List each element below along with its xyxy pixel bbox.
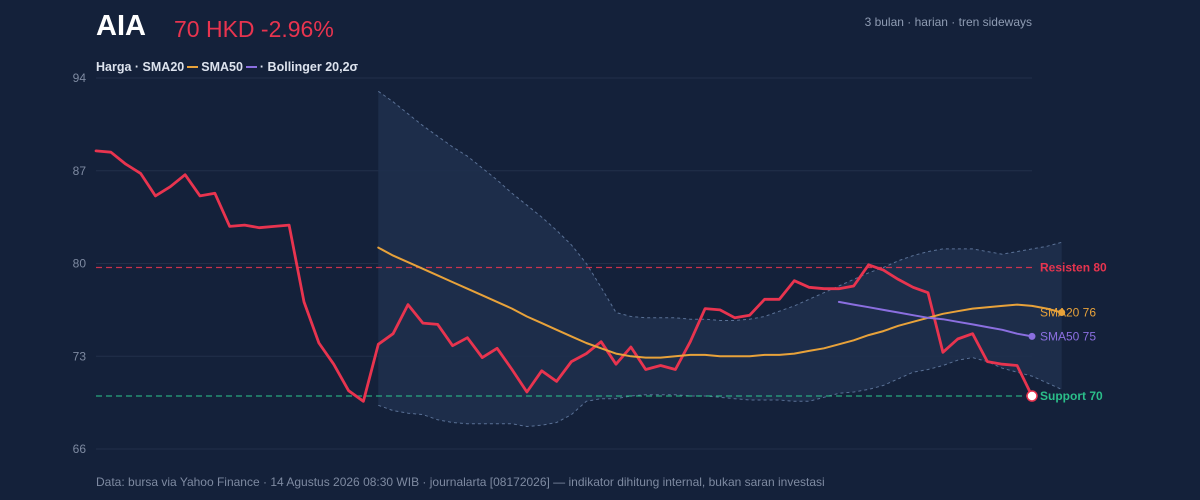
sma50-end-label: SMA50 75 xyxy=(1040,329,1096,343)
sma20-end-label: SMA20 76 xyxy=(1040,306,1096,320)
y-tick-label: 73 xyxy=(73,349,87,363)
bollinger-lower-line xyxy=(378,357,1062,428)
price-change: 70 HKD -2.96% xyxy=(174,16,334,42)
support-label: Support 70 xyxy=(1040,389,1103,403)
legend-bollinger-label: · Bollinger 20,2σ xyxy=(259,60,359,74)
bollinger-upper-line xyxy=(378,90,1062,321)
footer-source: Data: bursa via Yahoo Finance · 14 Agust… xyxy=(96,475,825,489)
sma20-end-dot xyxy=(1058,309,1066,317)
y-tick-label: 66 xyxy=(73,442,87,456)
period-note: 3 bulan · harian · tren sideways xyxy=(864,15,1032,29)
legend-sma20-swatch xyxy=(187,65,199,68)
sma50-end-dot xyxy=(1028,332,1036,340)
chart-legend: Harga · SMA20 SMA50 · Bollinger 20,2σ xyxy=(96,60,358,74)
y-tick-label: 87 xyxy=(73,164,87,178)
legend-price-label: Harga · SMA20 xyxy=(96,60,185,74)
bollinger-band xyxy=(378,91,1062,427)
sma20-line xyxy=(377,246,1063,359)
y-tick-label: 80 xyxy=(73,257,87,271)
price-line xyxy=(94,149,1034,403)
legend-sma50-swatch xyxy=(245,65,257,68)
sma50-line xyxy=(837,300,1033,338)
ticker-symbol: AIA xyxy=(96,10,146,42)
y-tick-label: 94 xyxy=(73,71,87,85)
legend-sma50-label: SMA50 xyxy=(201,60,243,74)
price-end-dot xyxy=(1026,390,1038,402)
resistance-label: Resisten 80 xyxy=(1040,260,1107,274)
